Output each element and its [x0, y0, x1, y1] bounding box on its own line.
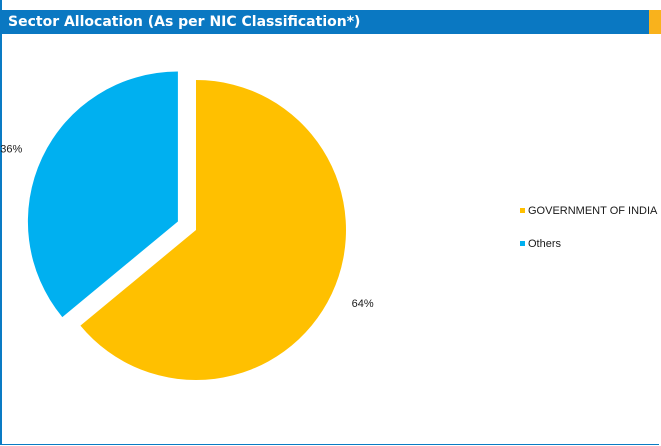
pie-slice-others	[27, 71, 178, 318]
legend-swatch	[520, 241, 525, 246]
chart-header: Sector Allocation (As per NIC Classifica…	[0, 10, 649, 34]
legend-label: GOVERNMENT OF INDIA	[528, 205, 658, 217]
pie-data-label: 36%	[0, 143, 22, 155]
pie-slice-government-of-india	[80, 80, 347, 380]
legend-swatch	[520, 208, 525, 213]
pie-data-label: 64%	[352, 298, 374, 310]
legend-label: Others	[528, 238, 562, 250]
header-accent-bar	[649, 10, 661, 34]
chart-title: Sector Allocation (As per NIC Classifica…	[8, 14, 361, 30]
